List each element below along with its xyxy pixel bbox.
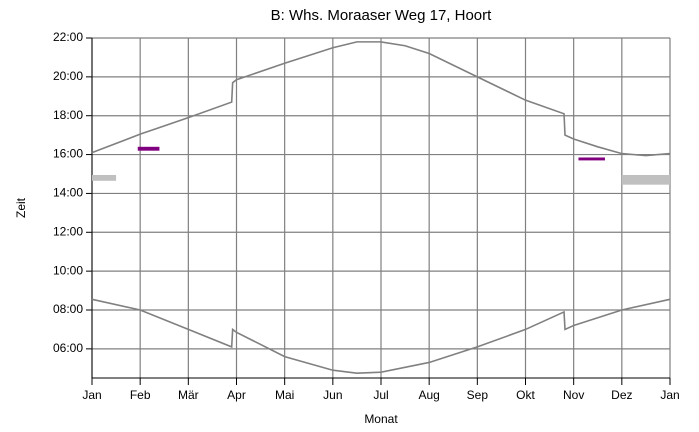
- x-tick-label: Jul: [373, 388, 388, 402]
- y-tick-label: 22:00: [53, 30, 83, 44]
- x-tick-label: Aug: [418, 388, 439, 402]
- x-tick-label: Nov: [563, 388, 584, 402]
- y-tick-label: 12:00: [53, 224, 83, 238]
- x-tick-label: Dez: [611, 388, 632, 402]
- y-tick-label: 08:00: [53, 302, 83, 316]
- y-tick-label: 06:00: [53, 341, 83, 355]
- y-tick-label: 16:00: [53, 147, 83, 161]
- y-tick-label: 14:00: [53, 186, 83, 200]
- x-tick-label: Sep: [467, 388, 489, 402]
- x-tick-label: Mai: [275, 388, 294, 402]
- y-tick-label: 20:00: [53, 69, 83, 83]
- chart-title: B: Whs. Moraaser Weg 17, Hoort: [271, 7, 492, 24]
- y-tick-label: 10:00: [53, 263, 83, 277]
- x-tick-label: Okt: [516, 388, 535, 402]
- x-tick-label: Jan: [660, 388, 679, 402]
- shadow-region: [578, 157, 605, 161]
- x-tick-label: Jan: [82, 388, 101, 402]
- line: [91, 298, 671, 374]
- x-tick-label: Jun: [323, 388, 342, 402]
- x-axis-label: Monat: [364, 412, 398, 426]
- x-tick-label: Feb: [130, 388, 151, 402]
- x-tick-label: Mär: [178, 388, 199, 402]
- y-axis-label: Zeit: [14, 197, 28, 218]
- y-tick-label: 18:00: [53, 108, 83, 122]
- shadow-region: [137, 146, 160, 151]
- shadow-region: [621, 174, 670, 185]
- shadow-region: [92, 174, 117, 181]
- line: [91, 41, 671, 157]
- x-tick-label: Apr: [227, 388, 246, 402]
